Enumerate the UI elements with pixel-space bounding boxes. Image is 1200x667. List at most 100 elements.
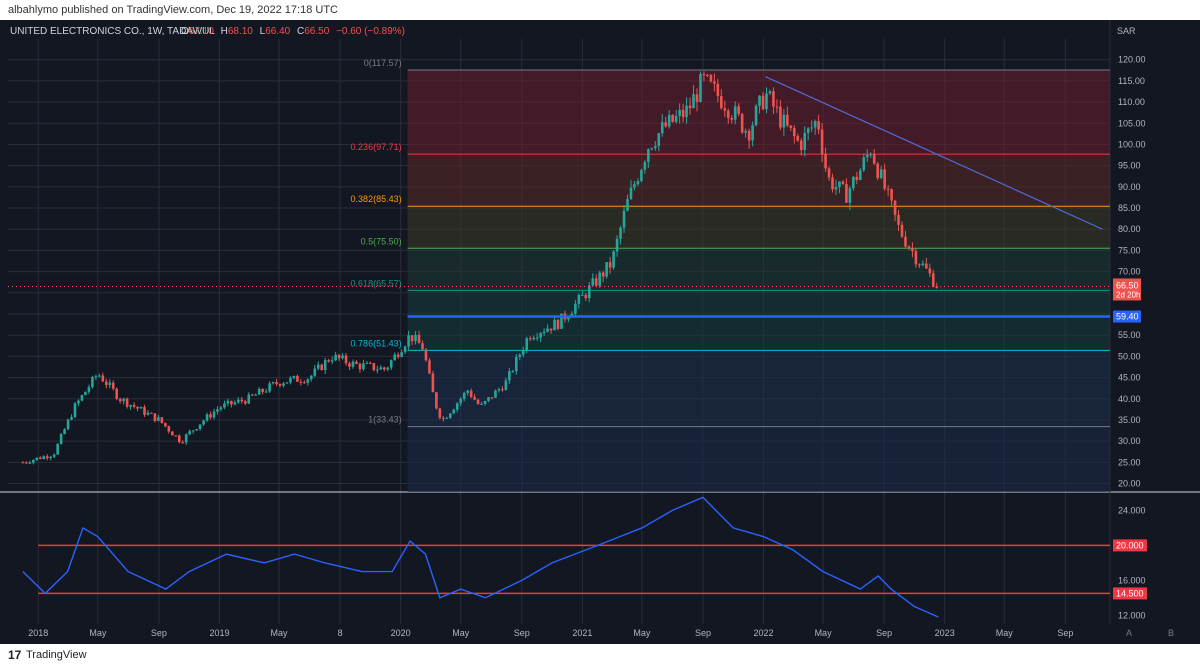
candle-body xyxy=(806,128,810,133)
pane-label-a[interactable]: A xyxy=(1126,628,1132,638)
candle-body xyxy=(223,403,226,408)
candle-body xyxy=(66,419,70,430)
tradingview-logo-icon[interactable]: 17 xyxy=(8,648,22,662)
candle-body xyxy=(452,409,456,414)
candle-body xyxy=(716,83,720,97)
candle-body xyxy=(619,227,622,239)
candle-body xyxy=(38,457,42,460)
time-tick-label: Sep xyxy=(876,628,892,638)
price-tick-label: 45.00 xyxy=(1118,373,1141,383)
candle-body xyxy=(358,363,362,370)
candle-body xyxy=(157,417,160,421)
candle-body xyxy=(94,376,98,378)
price-tick-label: 85.00 xyxy=(1118,203,1141,213)
candle-body xyxy=(424,349,428,361)
rsi-pane[interactable] xyxy=(22,496,1110,618)
pane-label-b[interactable]: B xyxy=(1168,628,1174,638)
candle-body xyxy=(737,106,740,114)
candle-body xyxy=(323,360,327,370)
candle-body xyxy=(525,338,529,351)
candle-body xyxy=(622,210,626,228)
candle-body xyxy=(125,398,129,407)
candle-body xyxy=(497,389,501,391)
candle-body xyxy=(935,286,939,288)
candle-body xyxy=(726,110,730,118)
candle-body xyxy=(928,268,932,274)
candle-body xyxy=(289,377,292,383)
candle-body xyxy=(191,430,195,432)
candle-body xyxy=(421,343,424,350)
candle-body xyxy=(330,360,334,362)
fib-zone-lower xyxy=(407,426,1110,492)
candle-body xyxy=(591,278,595,286)
candle-body xyxy=(45,456,49,459)
candle-body xyxy=(820,129,824,155)
candle-body xyxy=(261,388,264,392)
candle-body xyxy=(765,93,768,110)
candle-body xyxy=(824,154,827,169)
candle-body xyxy=(237,399,240,403)
price-tick-label: 30.00 xyxy=(1118,436,1141,446)
time-tick-label: Sep xyxy=(695,628,711,638)
candle-body xyxy=(560,313,563,329)
candle-body xyxy=(733,106,737,120)
candle-body xyxy=(428,360,431,374)
candle-body xyxy=(494,390,497,398)
time-tick-label: May xyxy=(815,628,833,638)
candle-body xyxy=(581,294,584,296)
candle-body xyxy=(344,355,348,364)
price-tick-label: 95.00 xyxy=(1118,161,1141,171)
candle-body xyxy=(841,181,845,185)
candle-body xyxy=(230,400,233,405)
chart-area[interactable]: 0(117.57) 0.236(97.71) 0.382(85.43) 0.5(75.… xyxy=(0,20,1200,644)
price-tick-label: 70.00 xyxy=(1118,267,1141,277)
candle-body xyxy=(355,361,358,364)
change-value: −0.60 (−0.89%) xyxy=(336,26,405,37)
candle-body xyxy=(911,248,914,252)
price-tick-label: 25.00 xyxy=(1118,457,1141,467)
time-tick-label: 2021 xyxy=(572,628,592,638)
fib-zone xyxy=(407,350,1110,427)
chart-svg[interactable]: 0(117.57) 0.236(97.71) 0.382(85.43) 0.5(75.… xyxy=(0,20,1200,644)
candle-body xyxy=(348,363,351,367)
candle-body xyxy=(438,408,442,418)
candle-body xyxy=(865,154,869,158)
candle-body xyxy=(556,319,560,329)
candle-body xyxy=(615,238,619,252)
candle-body xyxy=(549,328,553,331)
price-tick-label: 50.00 xyxy=(1118,351,1141,361)
candle-body xyxy=(490,397,494,399)
price-tick-label: 55.00 xyxy=(1118,330,1141,340)
tradingview-brand[interactable]: TradingView xyxy=(26,649,87,661)
low-label: L xyxy=(260,26,266,37)
candle-body xyxy=(553,319,556,331)
candle-body xyxy=(695,94,699,103)
candle-body xyxy=(462,392,466,399)
candle-body xyxy=(640,169,643,182)
candle-body xyxy=(709,75,713,82)
candle-body xyxy=(567,317,570,320)
fibonacci-retracement[interactable]: 0(117.57) 0.236(97.71) 0.382(85.43) 0.5(75.… xyxy=(351,58,1110,492)
candle-body xyxy=(448,413,452,418)
candle-body xyxy=(455,403,459,410)
axes: 120.00 115.00 110.00 105.00 100.00 95.00 90.00… xyxy=(28,55,1174,638)
candle-body xyxy=(212,411,216,418)
candle-body xyxy=(341,355,344,359)
candle-body xyxy=(918,264,921,266)
candle-body xyxy=(713,81,716,84)
fib-label: 1(33.43) xyxy=(368,415,402,425)
candle-body xyxy=(633,184,636,188)
trendline[interactable] xyxy=(765,76,1103,230)
candle-body xyxy=(754,105,758,126)
time-tick-label: Sep xyxy=(1057,628,1073,638)
close-value: 66.50 xyxy=(304,26,329,37)
candle-body xyxy=(605,262,608,277)
candle-body xyxy=(369,362,372,364)
candle-body xyxy=(629,187,633,200)
candle-body xyxy=(153,413,157,421)
candle-body xyxy=(886,188,890,190)
candle-body xyxy=(664,122,668,127)
candle-body xyxy=(316,364,320,369)
high-label: H xyxy=(221,26,228,37)
overlays[interactable] xyxy=(8,76,1110,318)
